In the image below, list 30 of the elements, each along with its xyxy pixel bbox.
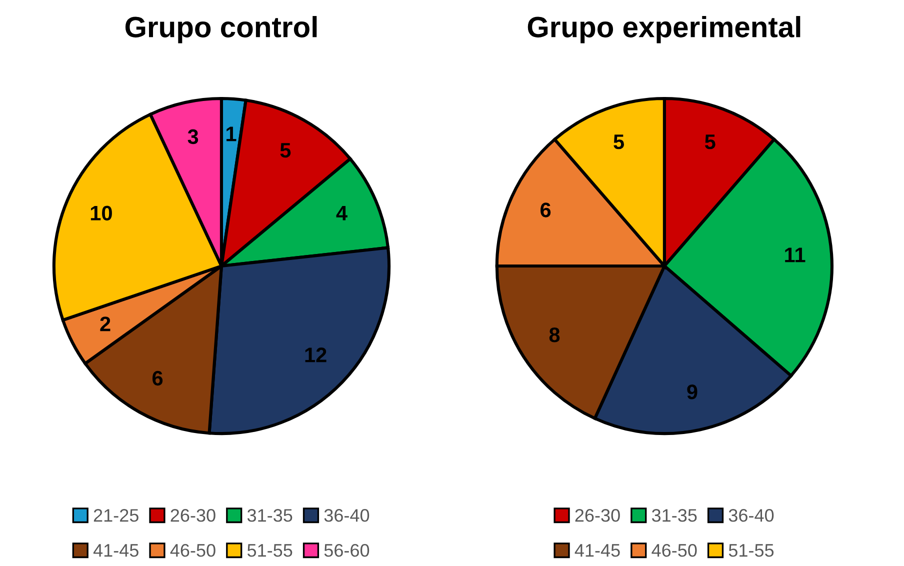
legend-label: 26-30: [170, 509, 216, 522]
legend-label: 36-40: [324, 509, 370, 522]
legend-label: 51-55: [247, 544, 292, 557]
data-label: 6: [152, 370, 163, 386]
data-label: 12: [305, 348, 326, 362]
data-label: 4: [336, 206, 348, 220]
legend-label: 21-25: [94, 509, 138, 522]
chart-title: Grupo control: [125, 16, 317, 44]
legend-label: 56-60: [324, 544, 370, 557]
legend-label: 46-50: [170, 544, 216, 557]
legend-label: 36-40: [728, 509, 774, 522]
data-label: 5: [614, 134, 624, 150]
legend-label: 41-45: [574, 544, 620, 557]
data-label: 1: [226, 126, 236, 142]
data-label: 5: [704, 134, 716, 150]
legend-label: 26-30: [575, 509, 620, 522]
data-label: 6: [540, 202, 551, 218]
legend-label: 41-45: [93, 544, 138, 557]
data-label: 8: [549, 328, 560, 342]
data-label: 3: [188, 129, 198, 144]
legend-label: 51-55: [728, 544, 774, 557]
data-label: 2: [100, 316, 110, 332]
legend-label: 46-50: [652, 544, 697, 557]
chart-title: Grupo experimental: [528, 16, 800, 44]
data-label: 5: [280, 143, 291, 158]
data-label: 11: [785, 248, 806, 262]
data-label: 9: [687, 384, 698, 400]
legend-label: 31-35: [247, 509, 292, 522]
data-label: 10: [90, 206, 112, 221]
legend-label: 31-35: [652, 509, 697, 522]
